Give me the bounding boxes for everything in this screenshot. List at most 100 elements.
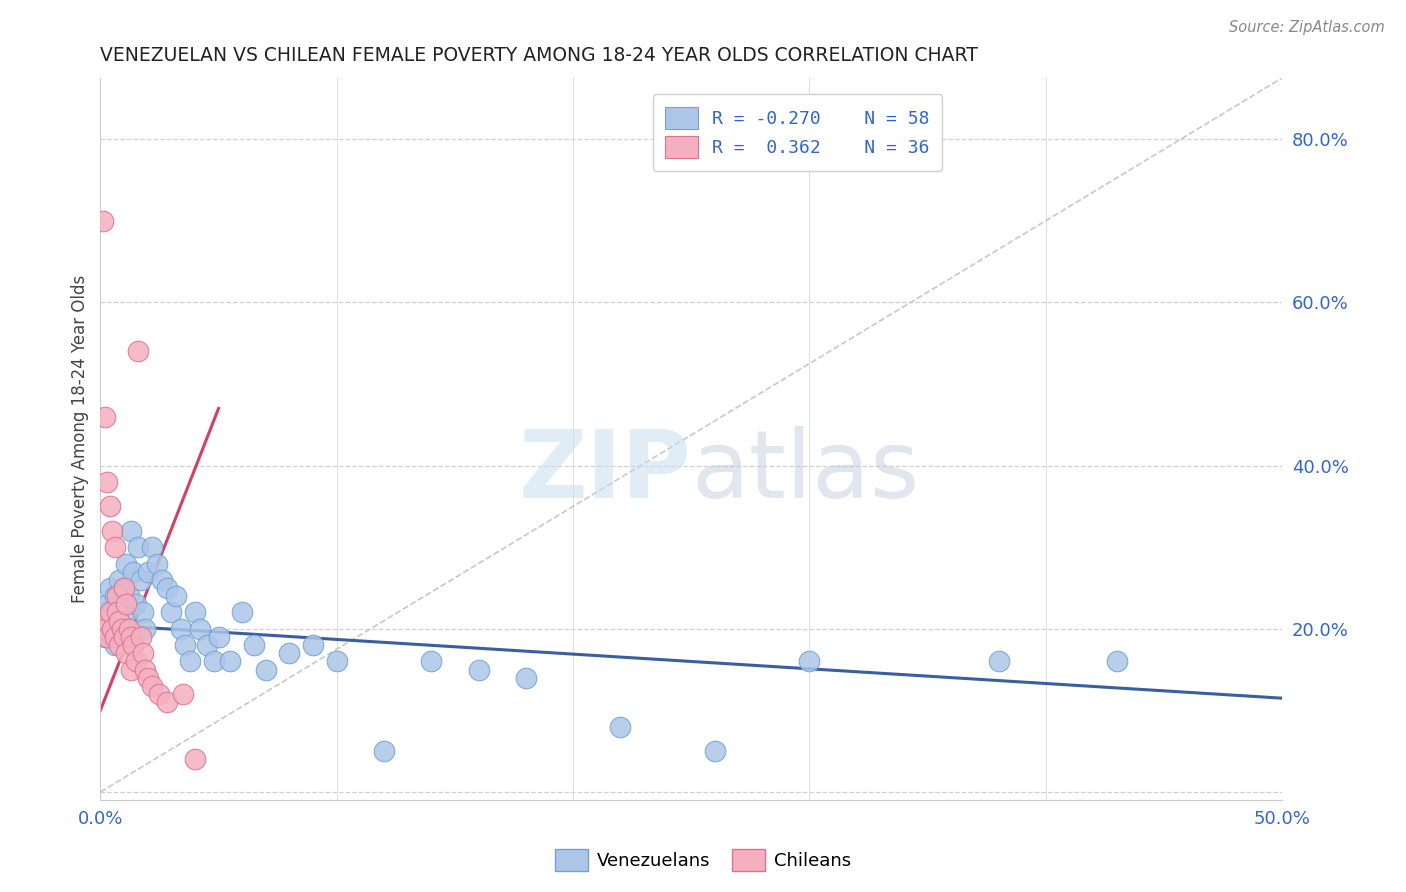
Point [118,589,141,603]
Point [127,344,149,359]
Point [103,589,125,603]
Point [134,663,156,677]
Point [184,752,207,766]
Point [150,573,173,587]
Y-axis label: Female Poverty Among 18-24 Year Olds: Female Poverty Among 18-24 Year Olds [72,275,89,603]
Point [122,638,145,652]
Point [103,630,125,644]
Point [111,622,134,636]
Point [112,630,135,644]
Point [207,630,229,644]
Point [134,622,156,636]
Point [278,646,301,660]
Point [112,581,135,595]
Point [111,598,134,612]
Point [122,565,145,579]
Text: VENEZUELAN VS CHILEAN FEMALE POVERTY AMONG 18-24 YEAR OLDS CORRELATION CHART: VENEZUELAN VS CHILEAN FEMALE POVERTY AMO… [100,46,979,65]
Point [94,622,117,636]
Point [172,687,194,701]
Point [105,606,128,620]
Point [101,630,124,644]
Point [91,213,114,227]
Point [118,622,141,636]
Point [231,606,253,620]
Point [148,687,170,701]
Point [174,638,197,652]
Point [91,622,114,636]
Point [103,638,125,652]
Point [98,622,121,636]
Point [98,581,121,595]
Point [325,655,347,669]
Point [105,614,128,628]
Point [132,606,155,620]
Point [195,638,218,652]
Text: Source: ZipAtlas.com: Source: ZipAtlas.com [1229,20,1385,35]
Text: ZIP: ZIP [519,425,692,517]
Point [98,606,121,620]
Point [98,500,121,514]
Point [120,663,142,677]
Point [108,638,131,652]
Point [112,606,135,620]
Point [254,663,277,677]
Point [103,540,125,554]
Point [101,622,124,636]
Point [105,589,128,603]
Point [188,622,211,636]
Point [184,606,207,620]
Point [302,638,325,652]
Point [609,720,631,734]
Text: atlas: atlas [692,425,920,517]
Point [132,646,155,660]
Point [703,744,725,758]
Point [155,581,177,595]
Point [179,655,201,669]
Point [96,475,118,489]
Point [112,581,135,595]
Point [160,606,183,620]
Point [467,663,489,677]
Point [202,655,225,669]
Point [146,557,169,571]
Point [125,655,148,669]
Point [101,606,124,620]
Point [170,622,193,636]
Point [141,679,163,693]
Point [115,557,138,571]
Point [515,671,537,685]
Point [91,614,114,628]
Point [155,695,177,709]
Legend: Venezuelans, Chileans: Venezuelans, Chileans [548,842,858,879]
Point [165,589,187,603]
Point [108,614,131,628]
Point [420,655,443,669]
Point [125,598,148,612]
Point [96,614,118,628]
Point [108,573,131,587]
Point [129,573,152,587]
Point [115,646,138,660]
Point [219,655,242,669]
Point [136,671,159,685]
Point [373,744,395,758]
Point [1105,655,1128,669]
Point [120,630,142,644]
Point [108,622,131,636]
Legend: R = -0.270    N = 58, R =  0.362    N = 36: R = -0.270 N = 58, R = 0.362 N = 36 [652,95,942,170]
Point [120,524,142,538]
Point [243,638,266,652]
Point [141,540,163,554]
Point [94,606,117,620]
Point [799,655,821,669]
Point [96,630,118,644]
Point [96,598,118,612]
Point [127,540,149,554]
Point [129,630,152,644]
Point [115,598,138,612]
Point [987,655,1010,669]
Point [136,565,159,579]
Point [118,622,141,636]
Point [94,630,117,644]
Point [94,409,117,424]
